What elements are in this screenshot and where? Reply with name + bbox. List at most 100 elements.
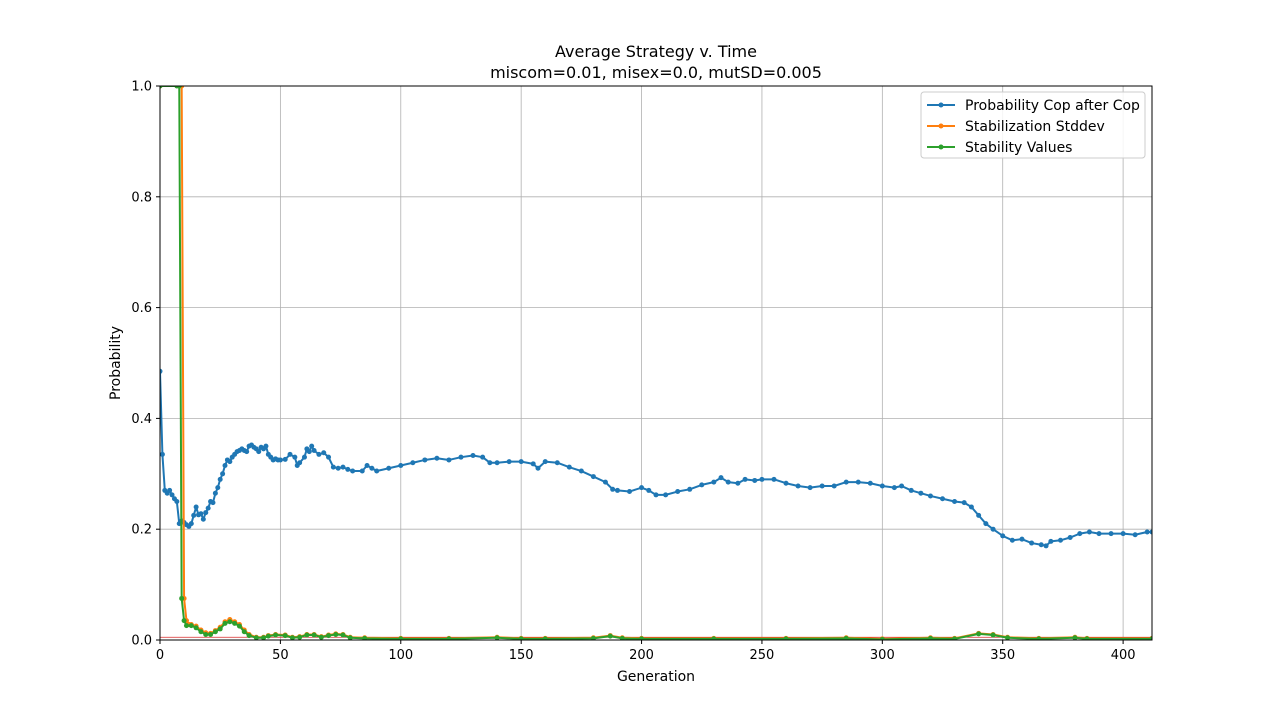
x-tick-label: 100 [388,648,413,663]
data-point [759,476,765,482]
data-point [1149,529,1152,535]
data-point [867,480,873,486]
data-point [470,453,476,459]
legend-entry-2: Stability Values [927,140,1072,156]
data-point [292,454,298,460]
data-point [711,479,717,485]
data-point [908,487,914,493]
data-point [487,460,493,466]
data-point [783,636,789,640]
data-point [783,480,789,486]
data-point [398,462,404,468]
data-point [976,512,982,518]
data-point [297,460,303,466]
data-point [542,459,548,465]
data-point [675,489,681,495]
data-point [1038,542,1044,548]
data-point [374,468,380,474]
data-point [282,633,288,639]
x-tick-label: 300 [870,648,895,663]
x-axis-label: Generation [617,669,695,685]
data-point [210,500,216,506]
data-point [771,476,777,482]
data-point [961,500,967,506]
data-point [309,443,315,449]
data-point [160,368,163,374]
data-point [752,477,758,483]
data-point [244,449,250,455]
data-point [879,636,885,640]
data-point [619,635,625,640]
data-point [174,499,180,504]
data-point [398,636,404,640]
data-point [203,631,209,637]
data-point [167,487,173,493]
data-point [333,631,339,637]
data-point [311,632,317,638]
data-point [1120,531,1126,537]
data-point [217,626,223,632]
data-point [1096,531,1102,537]
data-point [301,454,307,460]
data-point [350,468,356,474]
data-point [566,464,572,470]
data-point [330,464,336,470]
legend-marker-0 [938,102,944,108]
data-point [480,454,486,460]
data-point [386,465,392,471]
data-point [952,499,958,504]
data-point [205,505,211,511]
data-point [1132,532,1138,538]
data-point [627,489,633,495]
legend-label-1: Stabilization Stddev [965,119,1105,135]
data-point [326,454,332,460]
data-point [362,635,368,640]
data-point [1048,538,1054,544]
data-point [639,485,645,491]
legend-entry-1: Stabilization Stddev [927,119,1105,135]
data-point [306,449,312,455]
y-axis-label: Probability [108,326,124,400]
data-point [983,521,989,527]
data-point [287,451,293,457]
series-0 [160,368,1152,549]
data-point [831,483,837,489]
data-point [422,457,428,463]
data-point [1067,535,1073,541]
data-point [614,487,620,493]
data-point [198,511,204,517]
legend-box [920,91,1146,159]
data-point [1144,529,1150,535]
series-2 [160,86,1152,640]
data-point [160,86,163,89]
data-point [193,625,199,631]
data-point [807,485,813,491]
data-point [1019,536,1025,542]
data-point [639,636,645,640]
data-point [879,483,885,489]
legend-marker-1 [938,123,944,129]
data-point [530,461,536,467]
data-point [212,629,218,635]
data-point [179,595,185,601]
data-point [160,451,165,457]
data-point [369,465,375,471]
data-point [220,471,226,477]
data-point [899,483,905,489]
data-point [335,465,341,471]
data-point [297,634,303,640]
data-point [711,636,717,640]
legend-entry-0: Probability Cop after Cop [927,98,1140,114]
data-point [1043,543,1049,549]
x-axis-ticks: 0 50 100 150 200 250 300 350 400 [156,640,1136,663]
data-point [347,635,353,640]
data-point [215,485,221,491]
data-point [494,460,500,466]
data-point [364,462,370,468]
data-point [273,632,279,638]
data-point [410,460,416,466]
data-point [222,462,228,468]
y-axis-ticks: 0.0 0.2 0.4 0.6 0.8 1.0 [131,80,160,649]
data-point [687,486,693,492]
